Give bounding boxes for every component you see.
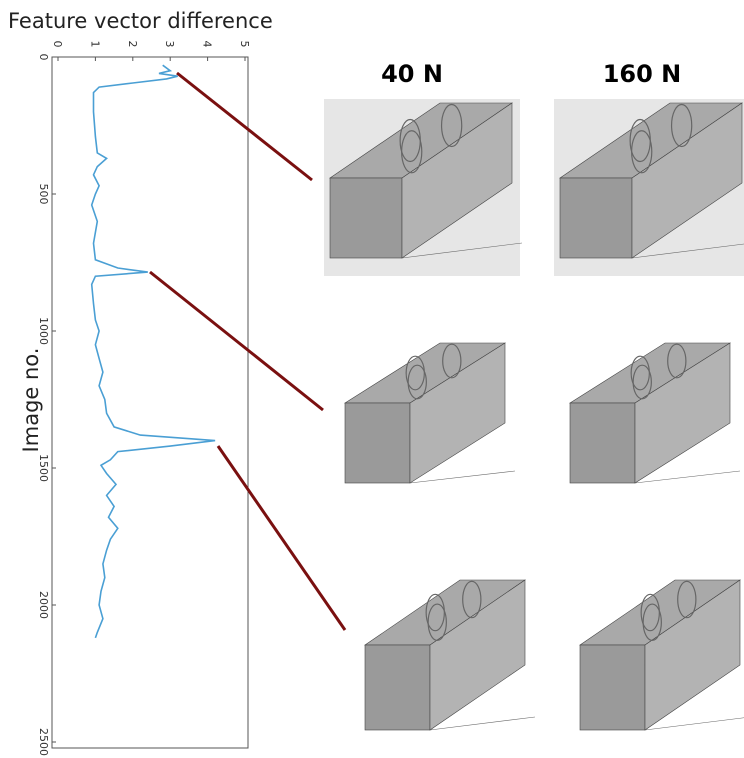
connector bbox=[218, 446, 345, 630]
plot-frame bbox=[52, 57, 248, 748]
value-tick-label: 0 bbox=[51, 41, 64, 48]
value-tick-label: 2 bbox=[126, 41, 139, 48]
index-tick-label: 2500 bbox=[37, 728, 50, 756]
cube-front bbox=[570, 403, 635, 483]
index-tick-label: 1500 bbox=[37, 454, 50, 482]
column-header: 160 N bbox=[603, 60, 682, 88]
index-tick-label: 2000 bbox=[37, 591, 50, 619]
page: {"chart_data": {"type": "line", "orienta… bbox=[0, 0, 744, 758]
value-tick-label: 4 bbox=[201, 41, 214, 48]
figure: Feature vector difference Image no. 40 N… bbox=[0, 0, 744, 758]
index-tick-label: 0 bbox=[37, 54, 50, 61]
connector bbox=[177, 73, 312, 180]
value-tick-label: 1 bbox=[88, 41, 101, 48]
index-axis-label: Image no. bbox=[19, 348, 43, 453]
data-line bbox=[92, 65, 215, 638]
value-tick-label: 5 bbox=[238, 41, 251, 48]
index-tick-label: 500 bbox=[37, 184, 50, 205]
value-axis-label: Feature vector difference bbox=[8, 9, 273, 33]
cube-front bbox=[345, 403, 410, 483]
column-header: 40 N bbox=[381, 60, 443, 88]
index-tick-label: 1000 bbox=[37, 317, 50, 345]
connector bbox=[150, 272, 323, 410]
volume-images bbox=[324, 99, 744, 730]
value-tick-label: 3 bbox=[163, 41, 176, 48]
cube-front bbox=[330, 178, 402, 258]
cube-front bbox=[560, 178, 632, 258]
cube-front bbox=[580, 645, 645, 730]
cube-front bbox=[365, 645, 430, 730]
